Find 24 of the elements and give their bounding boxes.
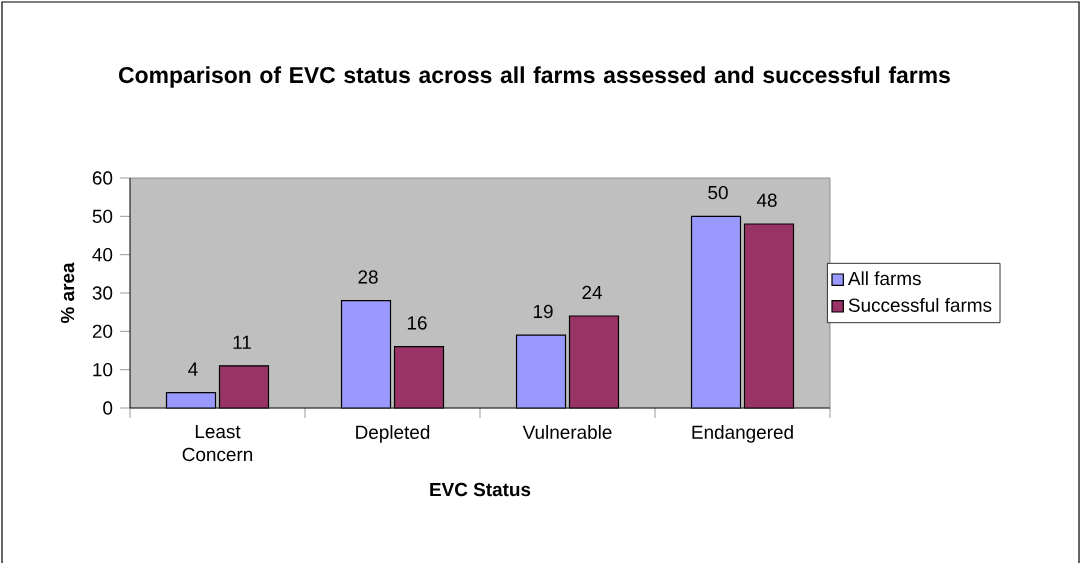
x-axis-title: EVC Status bbox=[430, 482, 531, 497]
x-tick-label: Depleted bbox=[356, 425, 430, 443]
data-label: 16 bbox=[407, 316, 427, 330]
data-label: 50 bbox=[708, 185, 728, 200]
data-label: 28 bbox=[358, 270, 378, 284]
y-tick-label: 40 bbox=[92, 247, 113, 262]
y-tick-label: 20 bbox=[92, 324, 113, 339]
data-label: 24 bbox=[582, 285, 602, 299]
y-tick-label: 30 bbox=[92, 286, 113, 300]
x-tick-label: Vulnerable bbox=[522, 425, 612, 439]
x-tick-label: Least Concern bbox=[182, 425, 253, 462]
y-tick-label: 0 bbox=[103, 401, 113, 415]
x-tick-label: Endangered bbox=[692, 425, 793, 443]
y-tick-label: 60 bbox=[92, 171, 113, 185]
legend-label: Successful farms bbox=[848, 297, 992, 312]
y-axis-title: % area bbox=[60, 262, 75, 324]
legend-label: All farms bbox=[847, 271, 921, 286]
data-label: 48 bbox=[756, 193, 777, 207]
data-label: 19 bbox=[533, 304, 553, 319]
data-label: 4 bbox=[188, 362, 198, 376]
data-label: 11 bbox=[233, 335, 251, 349]
y-tick-label: 50 bbox=[92, 209, 113, 224]
chart-title: Comparison of EVC status across all farms assessed and successful farms bbox=[119, 66, 950, 88]
y-tick-label: 10 bbox=[93, 362, 113, 377]
